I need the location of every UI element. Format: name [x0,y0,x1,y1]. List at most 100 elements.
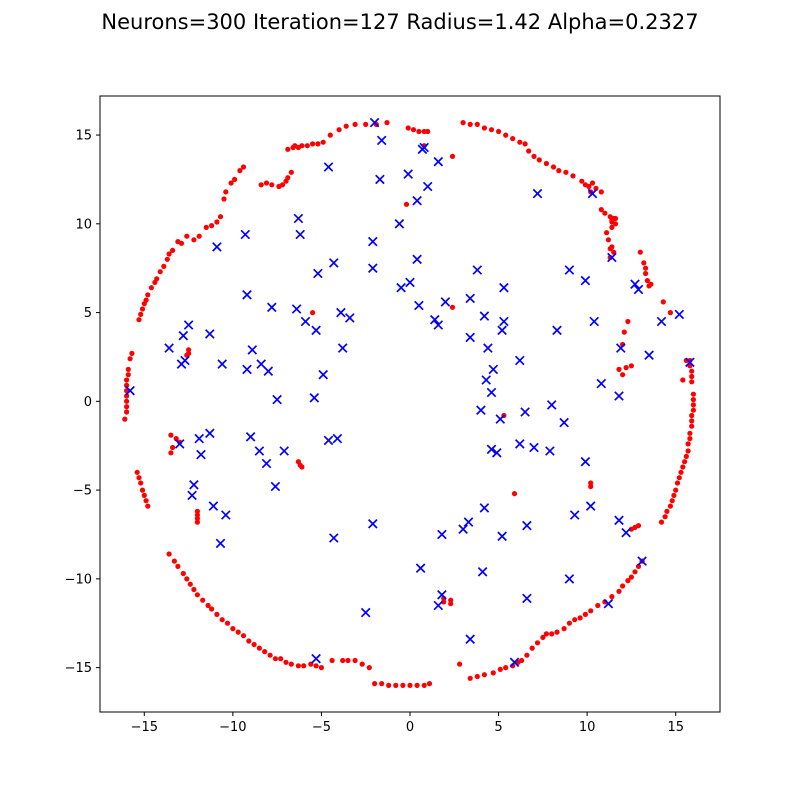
city-point [614,391,624,401]
neuron-point [219,617,225,623]
neuron-point [540,634,546,641]
neuron-point [139,306,146,312]
neuron-point [127,356,133,362]
neuron-point [683,453,689,459]
neuron-point [474,121,480,127]
neuron-point [124,404,130,410]
city-point [256,359,267,369]
city-point [247,345,258,355]
city-point [220,510,231,520]
neuron-point [658,519,665,525]
neuron-point [288,661,294,667]
neuron-point [186,350,192,356]
neuron-point [598,207,604,213]
neuron-point [616,366,622,372]
city-point [187,490,197,501]
neuron-point [310,141,316,147]
city-point [125,385,135,396]
neuron-point [635,563,642,570]
neuron-point [180,570,186,577]
neuron-point [517,139,523,145]
city-point [376,135,387,146]
neuron-point [531,153,537,159]
neuron-point [685,441,691,447]
city-point [587,188,598,199]
neuron-point [263,180,270,186]
neuron-point [488,127,495,133]
neuron-point [667,310,674,316]
city-point [417,144,428,155]
city-point [337,343,348,353]
neuron-point [689,373,695,380]
neuron-point [524,652,530,658]
neuron-point [384,120,390,126]
neuron-point [625,318,631,325]
neuron-point [184,576,190,582]
city-point [603,598,614,609]
y-tick-label: 5 [84,306,92,321]
neuron-point [643,270,649,277]
neuron-point [209,606,215,612]
neuron-point [534,640,541,646]
city-point [497,325,507,336]
city-point [433,156,444,167]
city-point [479,503,490,513]
city-point [263,366,274,377]
city-point [546,400,557,410]
neuron-point [526,148,532,154]
neuron-point [496,128,502,135]
neuron-series [122,120,697,689]
neuron-point [295,663,301,669]
neuron-point [196,233,202,239]
neuron-point [313,663,319,669]
neuron-point [372,681,378,687]
neuron-point [690,407,697,413]
neuron-point [124,382,130,388]
neuron-point [457,661,463,667]
neuron-point [620,583,626,589]
city-point [522,593,532,604]
city-point [614,515,624,526]
neuron-point [143,498,149,504]
city-point [318,369,329,380]
neuron-point [138,480,144,486]
neuron-point [171,558,177,564]
neuron-point [139,487,146,493]
neuron-point [276,183,282,190]
neuron-point [519,657,525,664]
city-point [309,392,320,403]
neuron-point [191,237,197,243]
neuron-point [577,615,583,621]
neuron-point [157,269,163,275]
city-point [328,533,339,543]
neuron-point [625,578,631,584]
neuron-point [224,620,231,626]
neuron-point [682,459,688,465]
neuron-point [467,121,473,127]
city-point [637,556,647,566]
neuron-point [529,645,535,651]
neuron-point [134,469,140,475]
neuron-point [320,139,326,145]
city-point [183,320,194,330]
neuron-point [621,329,627,335]
neuron-point [124,398,130,404]
city-point [486,444,497,455]
city-point [633,284,644,295]
city-point [429,314,440,325]
neuron-point [283,659,289,665]
city-point [499,316,509,327]
city-point [580,275,591,286]
neuron-point [467,675,473,681]
neuron-point [589,180,596,186]
neuron-point [689,423,695,429]
neuron-point [203,224,209,230]
neuron-point [416,128,422,135]
neuron-point [170,247,176,253]
city-point [465,634,476,645]
city-point [596,378,607,389]
neuron-point [637,249,643,255]
plot-area-frame [99,95,721,713]
y-tick-label: −15 [65,661,92,676]
neuron-point [223,189,229,195]
